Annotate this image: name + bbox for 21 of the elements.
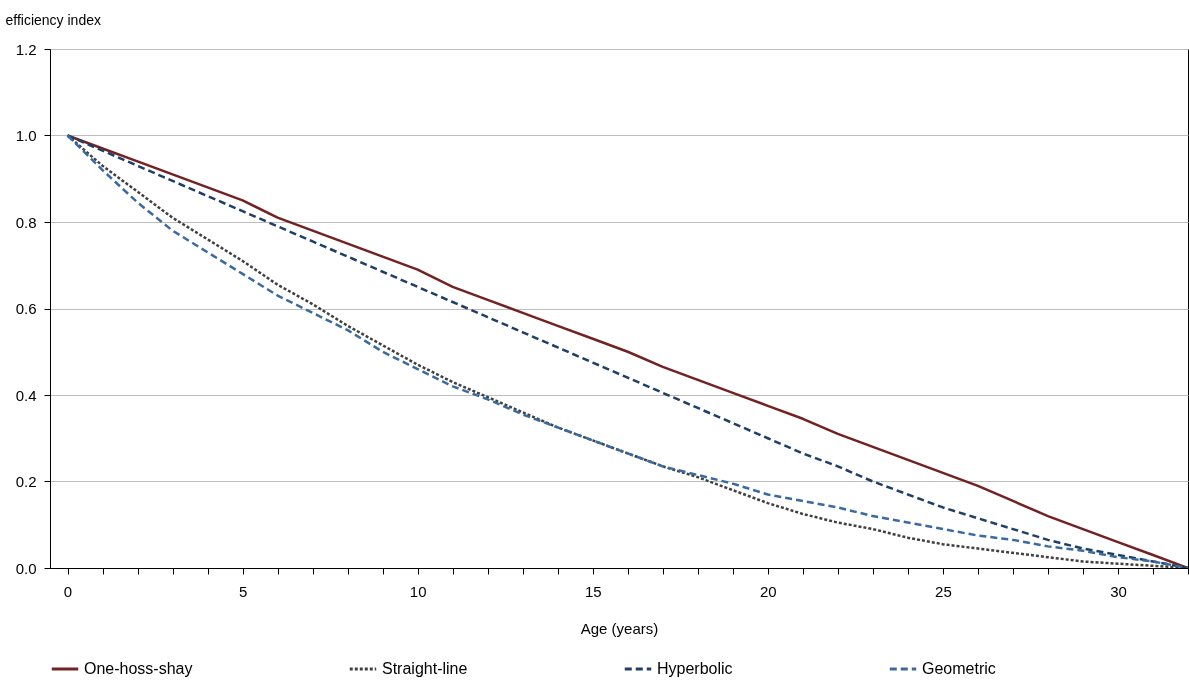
x-tick-label: 0 — [63, 582, 73, 600]
y-tick-label: 0.6 — [15, 300, 37, 317]
x-axis-title: Age (years) — [580, 619, 659, 637]
legend-label: Hyperbolic — [657, 660, 733, 677]
line-series — [66, 134, 1188, 568]
legend-label: One-hoss-shay — [84, 660, 193, 677]
y-tick-label: 1.0 — [15, 127, 37, 144]
y-tick-label: 0.8 — [15, 213, 37, 231]
legend-label: Geometric — [922, 660, 996, 677]
x-tick-label: 20 — [759, 582, 777, 600]
x-tick-label: 5 — [238, 582, 248, 600]
y-tick-label: 1.2 — [15, 40, 37, 58]
legend-label: Straight-line — [382, 660, 468, 677]
y-tick-label: 0.4 — [15, 386, 37, 404]
y-tick-label: 0.2 — [15, 473, 37, 490]
x-tick-label: 25 — [935, 582, 952, 600]
x-tick-label: 10 — [409, 582, 427, 600]
y-tick-label: 0.0 — [15, 559, 37, 577]
x-tick-label: 30 — [1110, 582, 1127, 600]
x-tick-label: 15 — [584, 582, 602, 600]
y-axis-title: efficiency index — [5, 11, 101, 28]
